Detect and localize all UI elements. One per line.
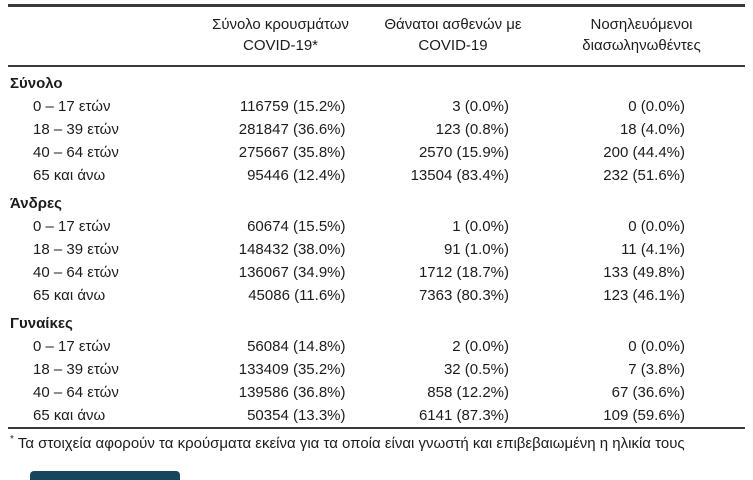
cases-value: 136067 (34.9%) (238, 264, 346, 281)
cases-value: 45086 (11.6%) (248, 287, 346, 304)
table-row: 18 – 39 ετών 133409 (35.2%) 32 (0.5%) 7 … (8, 358, 745, 381)
table-row: 65 και άνω 45086 (11.6%) 7363 (80.3%) 12… (8, 284, 745, 307)
cases-value: 275667 (35.8%) (238, 144, 346, 161)
column-header-intubated: Νοσηλευόμενοι διασωληνωθέντες (538, 5, 745, 67)
deaths-value: 7363 (80.3%) (418, 287, 509, 304)
deaths-value: 32 (0.5%) (443, 361, 509, 378)
cases-value: 56084 (14.8%) (247, 338, 346, 355)
section-label: Άνδρες (10, 195, 62, 212)
cropped-element-bar (30, 471, 180, 480)
intubated-value: 232 (51.6%) (603, 167, 685, 184)
table-row: 18 – 39 ετών 148432 (38.0%) 91 (1.0%) 11… (8, 238, 745, 261)
section-label: Γυναίκες (10, 315, 73, 332)
deaths-value: 1712 (18.7%) (418, 264, 509, 281)
age-label: 65 και άνω (33, 167, 106, 184)
footnote-marker: * (10, 434, 14, 445)
cases-value: 139586 (36.8%) (238, 384, 346, 401)
intubated-value: 133 (49.8%) (603, 264, 685, 281)
intubated-value: 200 (44.4%) (603, 144, 685, 161)
table-row: 65 και άνω 50354 (13.3%) 6141 (87.3%) 10… (8, 404, 745, 428)
table-container: Σύνολο κρουσμάτων COVID-19* Θάνατοι ασθε… (8, 4, 745, 453)
age-label: 0 – 17 ετών (33, 218, 111, 235)
footnote: * Τα στοιχεία αφορούν τα κρούσματα εκείν… (8, 429, 745, 453)
intubated-value: 0 (0.0%) (628, 98, 685, 115)
deaths-value: 1 (0.0%) (452, 218, 509, 235)
intubated-value: 11 (4.1%) (621, 241, 685, 258)
age-label: 18 – 39 ετών (33, 361, 119, 378)
column-header-cases: Σύνολο κρουσμάτων COVID-19* (193, 5, 368, 67)
intubated-value: 7 (3.8%) (628, 361, 685, 378)
cases-value: 50354 (13.3%) (247, 407, 346, 424)
table-row: 65 και άνω 95446 (12.4%) 13504 (83.4%) 2… (8, 164, 745, 187)
intubated-value: 67 (36.6%) (611, 384, 685, 401)
age-label: 0 – 17 ετών (33, 338, 111, 355)
table-row: 40 – 64 ετών 136067 (34.9%) 1712 (18.7%)… (8, 261, 745, 284)
table-row: 40 – 64 ετών 275667 (35.8%) 2570 (15.9%)… (8, 141, 745, 164)
column-header-deaths: Θάνατοι ασθενών με COVID-19 (368, 5, 538, 67)
cases-value: 60674 (15.5%) (247, 218, 346, 235)
section-label: Σύνολο (10, 75, 63, 92)
age-label: 65 και άνω (33, 287, 106, 304)
deaths-value: 2 (0.0%) (452, 338, 509, 355)
age-label: 18 – 39 ετών (33, 241, 119, 258)
age-label: 0 – 17 ετών (33, 98, 111, 115)
intubated-value: 18 (4.0%) (619, 121, 685, 138)
cases-value: 148432 (38.0%) (238, 241, 346, 258)
stats-table: Σύνολο κρουσμάτων COVID-19* Θάνατοι ασθε… (8, 4, 745, 429)
footnote-text: Τα στοιχεία αφορούν τα κρούσματα εκείνα … (17, 435, 685, 452)
section-row-total: Σύνολο (8, 66, 745, 95)
deaths-value: 91 (1.0%) (443, 241, 509, 258)
age-label: 40 – 64 ετών (33, 264, 119, 281)
age-label: 40 – 64 ετών (33, 384, 119, 401)
table-row: 0 – 17 ετών 60674 (15.5%) 1 (0.0%) 0 (0.… (8, 215, 745, 238)
table-row: 40 – 64 ετών 139586 (36.8%) 858 (12.2%) … (8, 381, 745, 404)
section-row-men: Άνδρες (8, 187, 745, 215)
section-row-women: Γυναίκες (8, 307, 745, 335)
age-label: 18 – 39 ετών (33, 121, 119, 138)
deaths-value: 2570 (15.9%) (418, 144, 509, 161)
cases-value: 116759 (15.2%) (239, 98, 346, 115)
header-row: Σύνολο κρουσμάτων COVID-19* Θάνατοι ασθε… (8, 5, 745, 67)
age-label: 65 και άνω (33, 407, 106, 424)
intubated-value: 123 (46.1%) (603, 287, 685, 304)
deaths-value: 3 (0.0%) (452, 98, 509, 115)
intubated-value: 0 (0.0%) (628, 218, 685, 235)
cases-value: 281847 (36.6%) (238, 121, 346, 138)
table-row: 0 – 17 ετών 56084 (14.8%) 2 (0.0%) 0 (0.… (8, 335, 745, 358)
intubated-value: 0 (0.0%) (628, 338, 685, 355)
deaths-value: 6141 (87.3%) (418, 407, 509, 424)
deaths-value: 858 (12.2%) (427, 384, 509, 401)
deaths-value: 123 (0.8%) (435, 121, 509, 138)
header-empty-cell (8, 5, 193, 67)
intubated-value: 109 (59.6%) (603, 407, 685, 424)
deaths-value: 13504 (83.4%) (410, 167, 509, 184)
age-label: 40 – 64 ετών (33, 144, 119, 161)
table-row: 0 – 17 ετών 116759 (15.2%) 3 (0.0%) 0 (0… (8, 95, 745, 118)
cases-value: 133409 (35.2%) (238, 361, 346, 378)
cases-value: 95446 (12.4%) (247, 167, 346, 184)
table-row: 18 – 39 ετών 281847 (36.6%) 123 (0.8%) 1… (8, 118, 745, 141)
